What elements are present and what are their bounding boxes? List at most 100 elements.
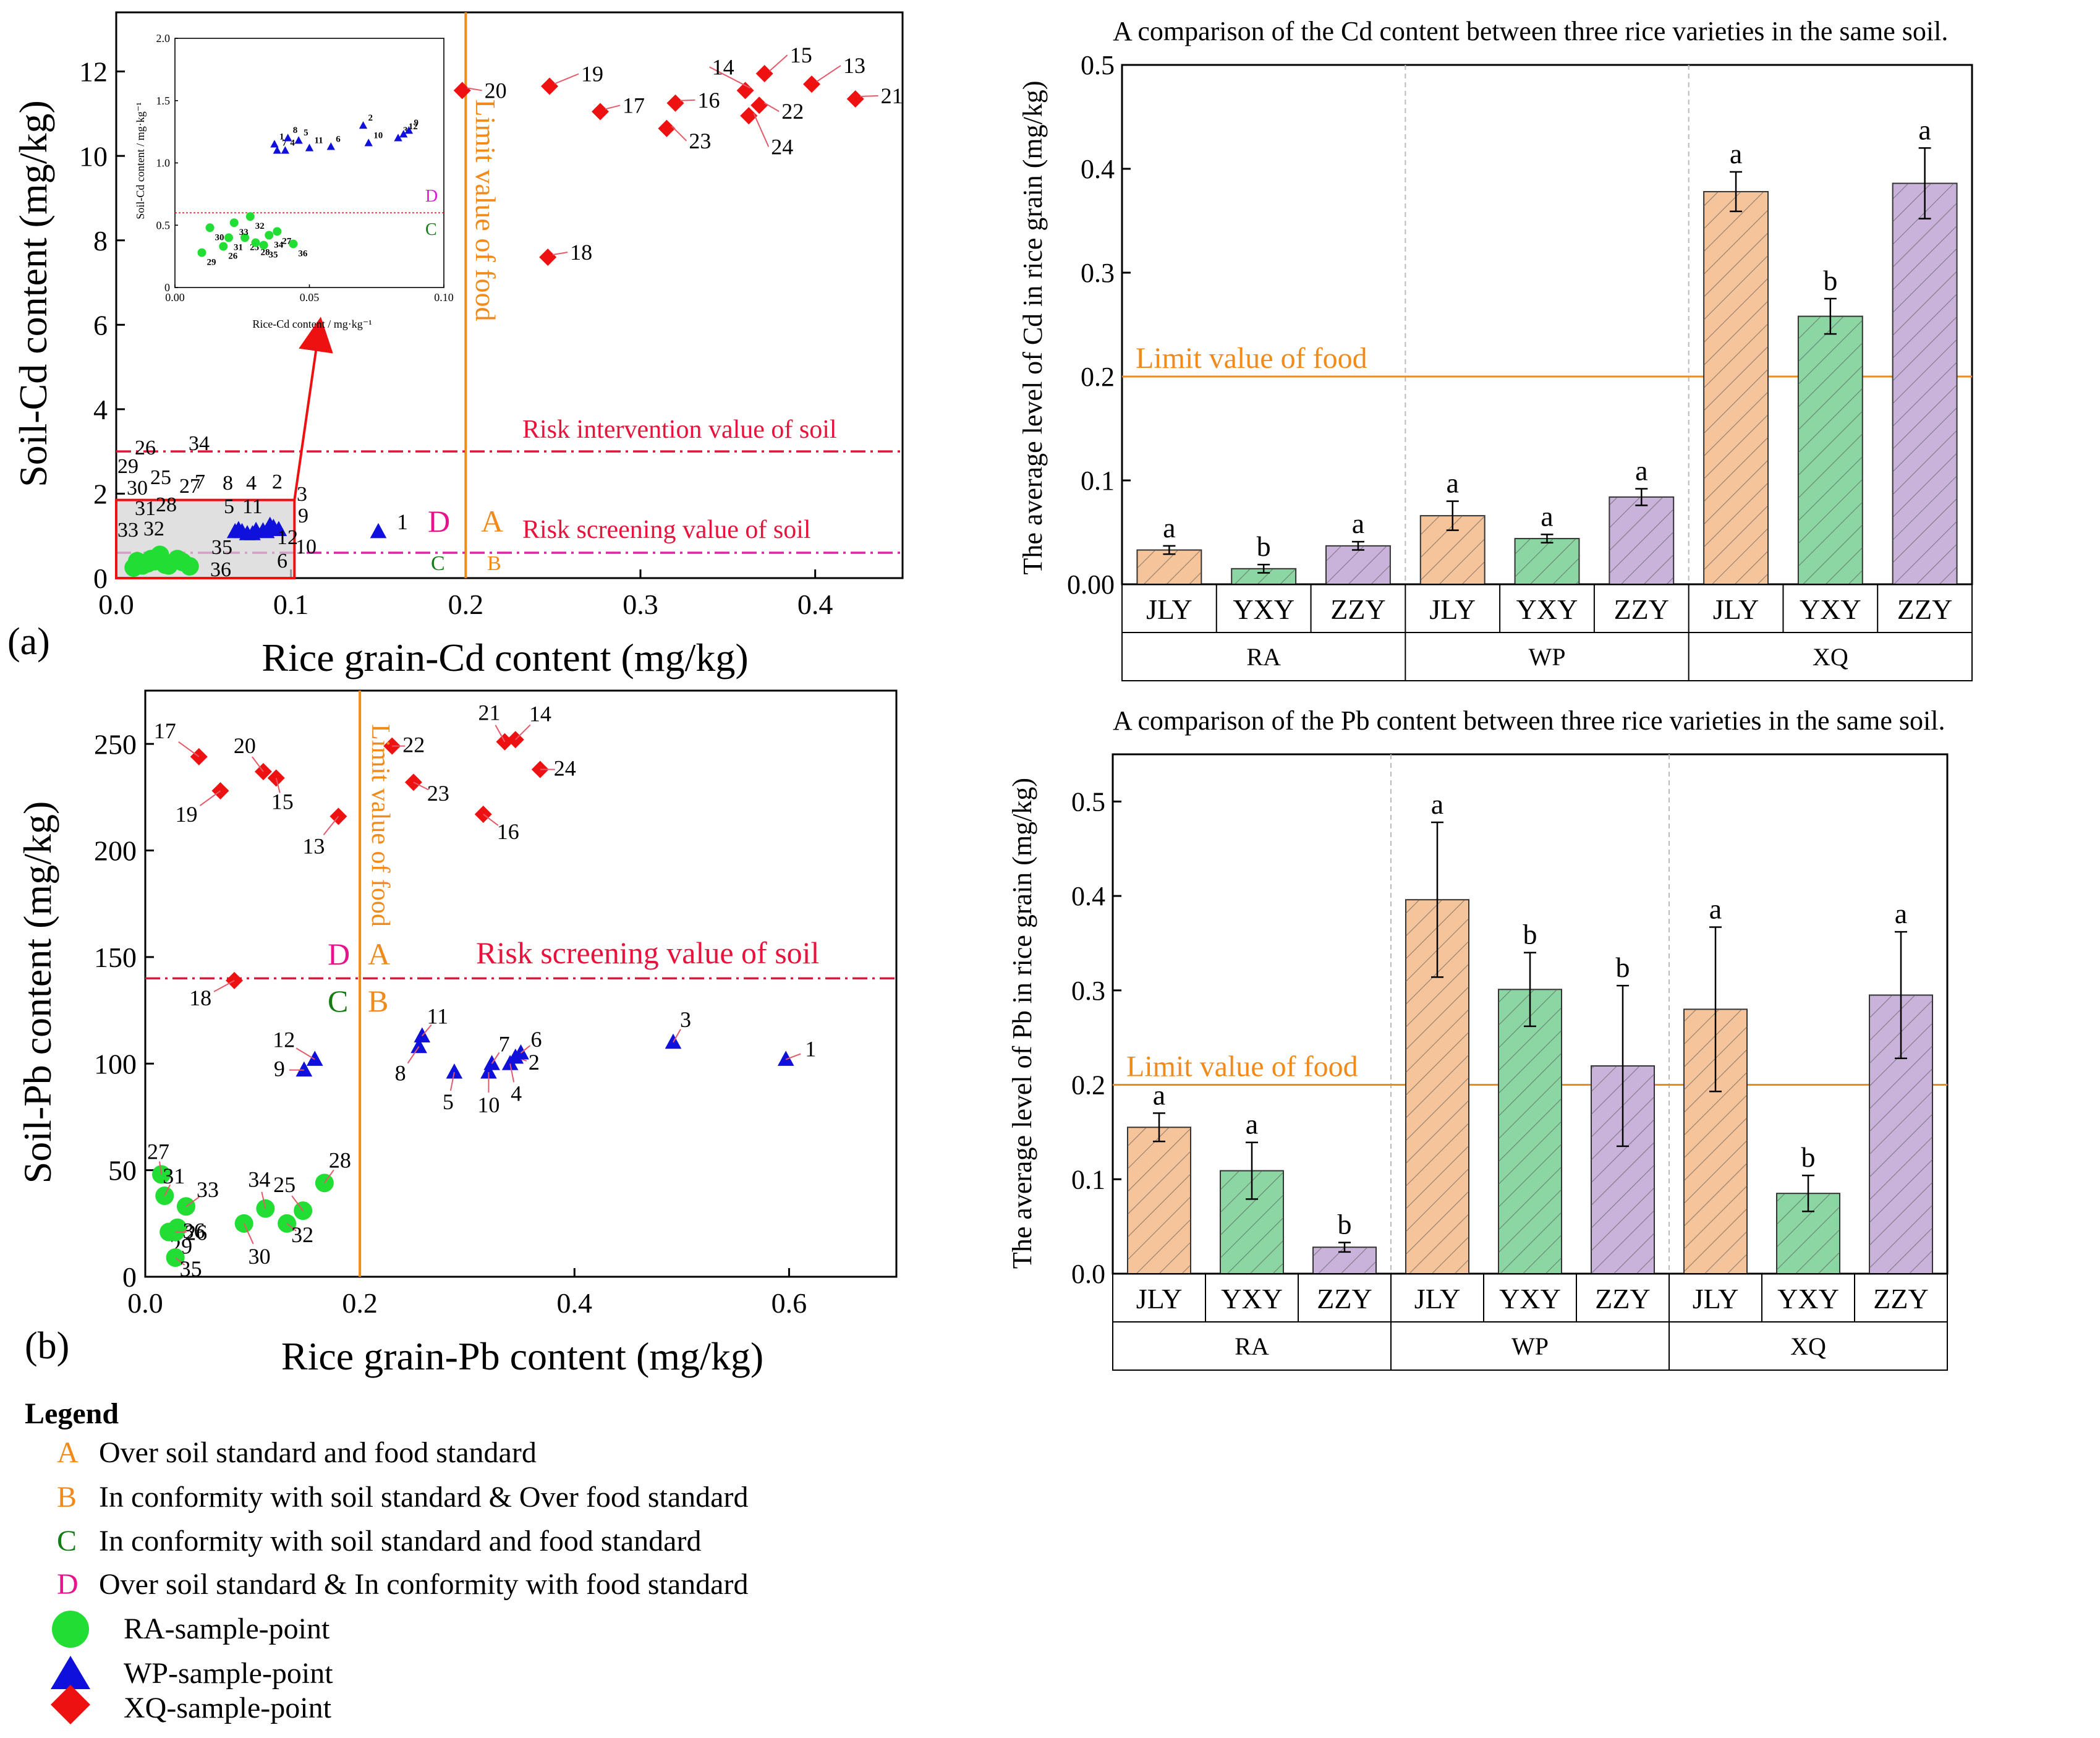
- inset-point-ra-30: [205, 223, 215, 232]
- inset-point-label: 35: [269, 250, 278, 260]
- pb-point-label: 32: [291, 1222, 313, 1247]
- bar-y-tick-label: 0.3: [1081, 258, 1115, 288]
- cd-point-xq-19: [541, 77, 559, 95]
- group-row: [1112, 1321, 1948, 1371]
- inset-point-label: 11: [315, 135, 323, 145]
- inset-point-ra-35: [259, 241, 268, 250]
- inset-point-label: 10: [373, 130, 383, 140]
- cd-leader: [554, 73, 579, 85]
- pb-point-label: 19: [176, 802, 198, 827]
- cd-point-label: 17: [623, 93, 645, 117]
- pb-point-label: 23: [427, 781, 449, 806]
- pb-region-B: B: [368, 984, 388, 1018]
- panel-b-label: (b): [25, 1325, 69, 1367]
- pb-point-wp-12: [306, 1050, 323, 1066]
- pb-leader: [291, 1195, 304, 1211]
- bar-y-tick-label: 0.2: [1071, 1070, 1105, 1101]
- inset-point-label: 30: [215, 232, 224, 242]
- group-label: WP: [1511, 1332, 1549, 1360]
- pb-point-label: 28: [329, 1148, 351, 1172]
- pb-risk-screening-label: Risk screening value of soil: [476, 935, 819, 970]
- cd-point-wp-1: [370, 522, 387, 539]
- significance-letter: a: [1709, 893, 1722, 924]
- cd-point-label: 23: [689, 129, 711, 153]
- inset-point-wp-12: [399, 130, 408, 138]
- cd-point-wp-11: [247, 521, 265, 537]
- significance-letter: a: [1895, 898, 1907, 929]
- cd-cluster-label: 12: [277, 526, 298, 549]
- inset-point-label: 12: [409, 122, 418, 132]
- y-tick-label: 12: [79, 56, 108, 88]
- group-row: [1121, 632, 1973, 681]
- pb-point-label: 13: [302, 833, 325, 858]
- category-label: ZZY: [1873, 1283, 1928, 1314]
- pb-point-label: 24: [554, 756, 576, 781]
- cd-cluster-label: 29: [117, 455, 138, 478]
- pb-region-C: C: [328, 984, 348, 1018]
- cd-point-label: 22: [781, 99, 804, 124]
- plot-frame: [144, 689, 898, 1278]
- cd-cluster-label: 5: [224, 495, 234, 518]
- bar-y-tick-label: 0.1: [1081, 466, 1115, 496]
- inset-region-C: C: [425, 220, 437, 239]
- category-label: YXY: [1233, 594, 1294, 625]
- cd-risk-screening-label: Risk screening value of soil: [522, 516, 811, 544]
- significance-letter: a: [1431, 788, 1443, 820]
- category-label: JLY: [1429, 594, 1476, 625]
- legend-text-A: Over soil standard and food standard: [99, 1436, 537, 1469]
- pb-point-wp-6: [512, 1044, 529, 1060]
- cd-scatter-ylabel: Soil-Cd content (mg/kg): [11, 100, 55, 487]
- inset-point-ra-31: [224, 233, 233, 242]
- y-tick-label: 150: [94, 942, 137, 973]
- pb-point-label: 17: [154, 718, 176, 743]
- inset-point-ra-27: [273, 227, 282, 236]
- y-tick-label: 200: [94, 835, 137, 867]
- cd-point-xq-18: [539, 249, 557, 266]
- pb-point-label: 27: [147, 1139, 169, 1164]
- significance-letter: a: [1730, 138, 1742, 169]
- cd-point-xq-14: [736, 82, 754, 100]
- y-tick-label: 0: [122, 1261, 137, 1293]
- pb-point-label: 31: [163, 1164, 185, 1188]
- y-tick-label: 6: [93, 309, 108, 341]
- cd-cluster-label: 10: [295, 535, 317, 558]
- inset-point-label: 3: [403, 126, 408, 135]
- group-label: XQ: [1813, 643, 1848, 671]
- pb-leader: [407, 1046, 420, 1064]
- inset-point-wp-11: [305, 143, 314, 151]
- pb-leader: [509, 1063, 515, 1083]
- cd-cluster-label: 9: [298, 505, 308, 527]
- plot-frame: [174, 38, 444, 288]
- inset-point-wp-1: [270, 140, 279, 148]
- inset-point-label: 36: [298, 249, 308, 258]
- inset-point-wp-6: [326, 142, 335, 150]
- inset-y-tick-label: 2.0: [156, 32, 171, 45]
- cd-cluster-label: 26: [135, 437, 156, 459]
- pb-point-label: 35: [180, 1256, 202, 1281]
- zoom-arrow: [293, 317, 333, 500]
- significance-letter: a: [1246, 1109, 1258, 1140]
- cd-cluster-label: 25: [150, 466, 171, 489]
- cd-point-xq-17: [591, 103, 609, 121]
- pb-leader: [252, 756, 264, 772]
- pb-leader: [449, 1071, 455, 1091]
- legend: Legend A Over soil standard and food sta…: [25, 1397, 748, 1724]
- inset-point-label: 33: [239, 228, 249, 237]
- cd-cluster-label: 36: [210, 558, 231, 581]
- inset-ylabel: Soil-Cd content / mg·kg⁻¹: [134, 102, 147, 219]
- inset-point-label: 34: [274, 240, 284, 250]
- y-tick-label: 4: [93, 394, 108, 425]
- cd-scatter-xlabel: Rice grain-Cd content (mg/kg): [261, 636, 748, 679]
- pb-leader: [515, 724, 531, 740]
- legend-key-B: B: [57, 1481, 77, 1514]
- pb-leader: [785, 1053, 801, 1060]
- cd-cluster-label: 6: [277, 550, 287, 573]
- y-tick-label: 2: [93, 479, 108, 510]
- inset-y-tick-label: 0.5: [156, 219, 171, 231]
- y-tick-label: 50: [108, 1155, 137, 1186]
- pb-point-wp-11: [414, 1027, 431, 1042]
- category-label: JLY: [1414, 1283, 1461, 1314]
- food-limit-label: Limit value of food: [1126, 1050, 1358, 1083]
- cd-point-label: 15: [790, 43, 812, 67]
- cd-leader: [753, 113, 770, 147]
